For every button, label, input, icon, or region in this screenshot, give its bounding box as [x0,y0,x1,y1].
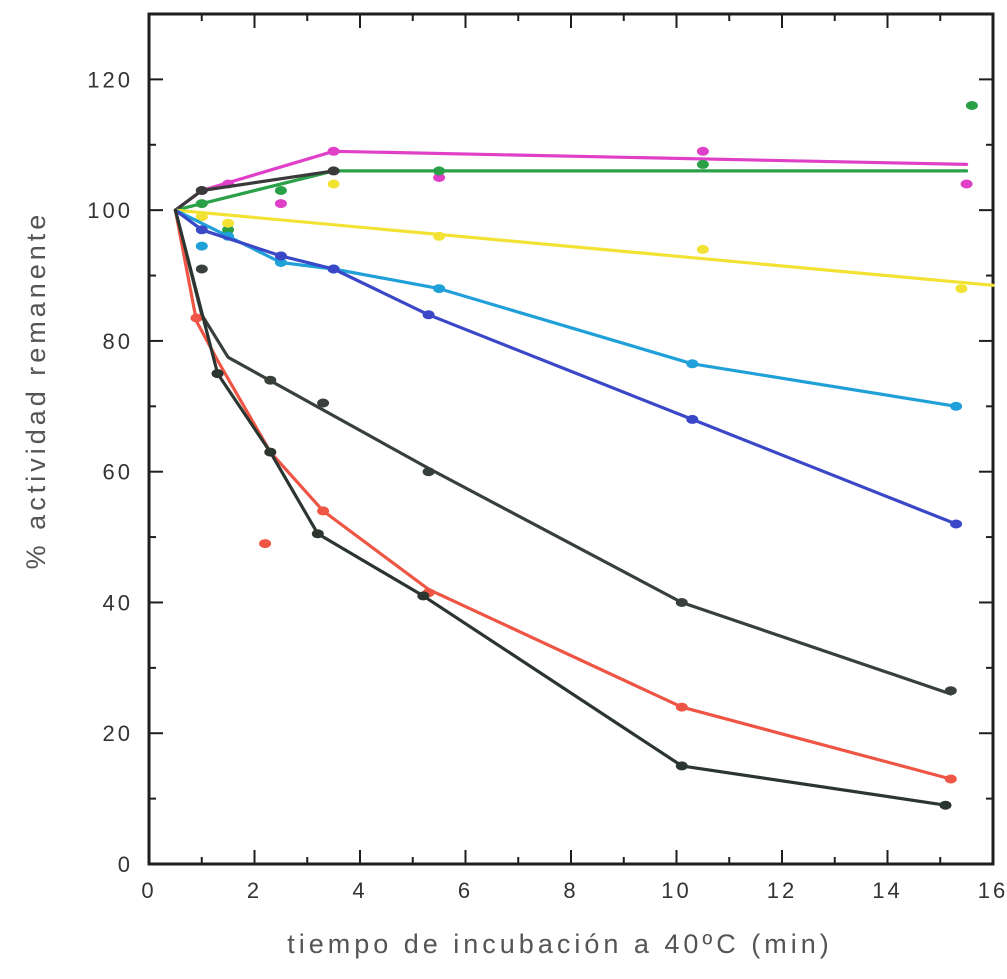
series-3 [173,166,340,212]
data-point [950,519,963,529]
data-point [195,225,208,235]
data-point [317,398,330,408]
x-tick-label: 2 [247,878,262,903]
y-tick-label: 60 [103,460,133,485]
x-axis-title: tiempo de incubación a 40ºC (min) [287,929,833,959]
data-point [417,591,430,601]
series-line [173,208,948,807]
data-point [195,241,208,251]
data-point [960,179,973,189]
x-tick-label: 6 [458,878,473,903]
y-tick-label: 40 [103,590,133,615]
data-point [686,359,699,369]
x-tick-label: 4 [352,878,367,903]
data-point [944,774,957,784]
data-point [274,186,287,195]
series-9 [173,208,952,810]
data-point [222,225,235,235]
data-point [327,146,340,156]
series-5 [173,208,963,411]
data-point [675,702,688,712]
y-tick-label: 80 [103,329,133,354]
data-point [274,199,287,209]
y-tick-label: 100 [87,198,133,223]
data-point [195,199,208,209]
x-tick-label: 10 [661,878,691,903]
x-tick-label: 12 [767,878,797,903]
data-point [939,800,952,810]
data-point [259,539,272,549]
axis-ticks [148,13,994,865]
data-point [955,284,968,294]
data-point [675,761,688,771]
data-point [696,159,709,169]
data-point [944,686,957,696]
plot-area-frame [147,12,995,866]
data-point [422,310,435,320]
data-point [433,173,446,182]
series-line [173,208,953,696]
x-tick-label: 16 [978,878,1007,903]
y-tick-label: 0 [118,852,133,877]
series-6 [173,208,963,529]
data-point [195,186,208,195]
data-point [675,598,688,607]
data-point [274,258,287,267]
data-point [433,166,446,176]
x-tick-label: 8 [563,878,578,903]
series-1 [173,146,973,212]
data-point [195,264,208,274]
data-point [686,414,699,424]
data-point [950,401,963,411]
series-line [173,208,958,408]
data-point [433,284,446,294]
series-line [173,208,953,781]
y-tick-label: 20 [103,721,133,746]
axis-tick-labels: 0 2 4 6 8 10 12 14 16 0 20 40 60 80 100 120 [87,67,1007,903]
data-point [696,146,709,156]
series-line [173,208,995,287]
x-tick-label: 14 [872,878,902,903]
y-tick-label: 120 [87,67,133,92]
data-point [311,529,324,539]
series-7 [173,208,957,696]
data-point [965,101,978,110]
series-layer [173,101,995,810]
data-point [327,179,340,189]
data-point [327,264,340,274]
data-point [264,375,277,385]
series-2 [173,101,978,235]
data-point [696,244,709,254]
data-point [422,467,435,477]
y-axis-title: % actividad remanente [21,211,51,570]
data-point [327,166,340,176]
series-4 [173,179,995,294]
data-point [433,231,446,241]
data-point [317,506,330,516]
data-point [195,212,208,222]
data-point [190,313,203,323]
x-tick-label: 0 [141,878,156,903]
series-8 [173,208,957,784]
data-point [211,369,224,379]
data-point [274,251,287,261]
data-point [264,447,277,457]
data-point [222,218,235,228]
